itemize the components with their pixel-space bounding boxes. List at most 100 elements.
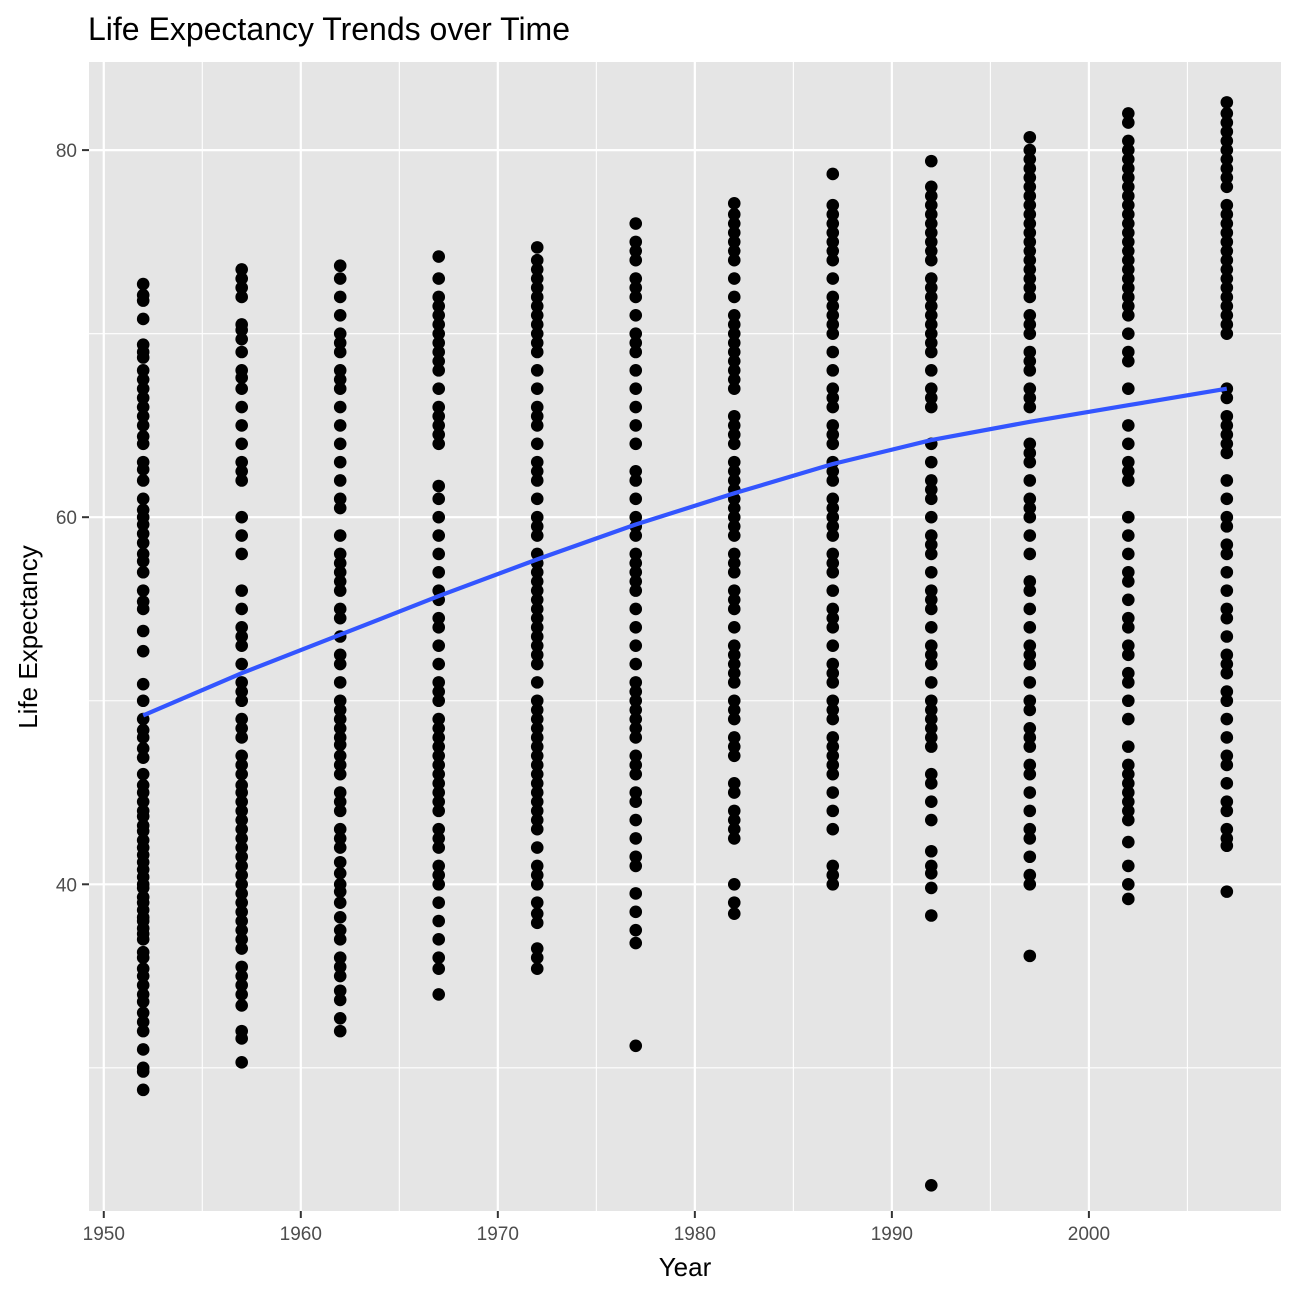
- trend-line: [142, 386, 1228, 718]
- data-point: [924, 391, 938, 405]
- data-point: [727, 694, 741, 708]
- data-point: [1122, 171, 1135, 184]
- data-point: [629, 272, 643, 285]
- data-point: [136, 1006, 150, 1020]
- data-point: [235, 978, 248, 992]
- data-point: [1023, 575, 1037, 588]
- data-point: [136, 364, 150, 377]
- data-point: [629, 685, 643, 698]
- data-point: [432, 740, 446, 753]
- data-point: [924, 400, 938, 414]
- data-point: [530, 364, 544, 377]
- data-point: [924, 813, 938, 827]
- data-point: [727, 703, 741, 717]
- data-point: [530, 455, 544, 469]
- data-point: [1023, 226, 1037, 239]
- data-point: [826, 877, 840, 891]
- data-point: [530, 611, 544, 625]
- data-point: [333, 767, 347, 781]
- data-point: [826, 639, 840, 652]
- data-point: [1122, 877, 1135, 891]
- data-point: [235, 712, 248, 726]
- data-point: [727, 740, 741, 753]
- data-point: [136, 644, 150, 658]
- data-point: [235, 969, 248, 983]
- data-point: [530, 777, 544, 790]
- data-point: [629, 731, 643, 744]
- data-point: [924, 703, 938, 717]
- data-point: [235, 822, 248, 836]
- data-point: [432, 318, 446, 331]
- data-point: [136, 338, 150, 351]
- data-point: [1023, 455, 1037, 469]
- data-point: [136, 536, 150, 550]
- data-point: [530, 419, 544, 432]
- data-point: [826, 208, 840, 221]
- data-point: [1122, 263, 1135, 276]
- data-point: [530, 916, 544, 930]
- data-point: [727, 428, 741, 441]
- data-point: [333, 400, 347, 414]
- data-point: [530, 962, 544, 976]
- data-point: [432, 712, 446, 726]
- data-point: [530, 786, 544, 799]
- data-point: [432, 428, 446, 441]
- data-point: [530, 721, 544, 735]
- data-point: [1220, 685, 1234, 698]
- data-point: [1122, 767, 1135, 781]
- data-point: [432, 250, 446, 263]
- data-point: [333, 911, 347, 924]
- data-point: [530, 859, 544, 873]
- data-point: [924, 676, 938, 689]
- data-point: [1220, 244, 1234, 258]
- data-point: [826, 492, 840, 506]
- data-point: [1220, 263, 1234, 276]
- data-point: [333, 758, 347, 772]
- data-point: [629, 474, 643, 487]
- data-point: [333, 529, 347, 542]
- data-point: [235, 272, 248, 285]
- data-point: [629, 281, 643, 295]
- data-point: [235, 877, 248, 891]
- data-point: [530, 575, 544, 588]
- data-point: [235, 988, 248, 1001]
- data-point: [1122, 244, 1135, 258]
- data-point: [924, 244, 938, 258]
- data-point: [727, 907, 741, 920]
- data-point: [1023, 308, 1037, 322]
- data-point: [432, 621, 446, 634]
- data-point: [629, 859, 643, 873]
- data-point: [333, 474, 347, 487]
- data-point: [1220, 520, 1234, 533]
- data-point: [826, 290, 840, 304]
- axes: 1950 1960 1970 1980 1990 2000 40 60 80: [56, 141, 1110, 1245]
- data-point: [629, 584, 643, 597]
- data-point: [235, 281, 248, 295]
- data-point: [826, 217, 840, 230]
- data-point: [629, 1039, 643, 1053]
- data-point: [924, 180, 938, 194]
- data-point: [235, 364, 248, 377]
- data-point: [432, 382, 446, 396]
- data-point: [432, 345, 446, 359]
- data-point: [136, 492, 150, 506]
- data-point: [1023, 162, 1037, 175]
- data-point: [530, 308, 544, 322]
- data-point: [432, 896, 446, 909]
- data-point: [1023, 189, 1037, 203]
- data-point: [432, 694, 446, 708]
- data-point: [629, 364, 643, 377]
- data-point: [530, 241, 544, 254]
- data-point: [826, 167, 840, 181]
- data-point: [1220, 281, 1234, 295]
- data-point: [1122, 676, 1135, 689]
- data-point: [432, 951, 446, 965]
- data-point: [1220, 134, 1234, 148]
- data-point: [432, 272, 446, 285]
- data-point: [727, 345, 741, 359]
- data-point: [924, 272, 938, 285]
- data-point: [136, 277, 150, 291]
- data-point: [136, 1015, 150, 1029]
- data-point: [1220, 492, 1234, 506]
- data-point: [333, 345, 347, 359]
